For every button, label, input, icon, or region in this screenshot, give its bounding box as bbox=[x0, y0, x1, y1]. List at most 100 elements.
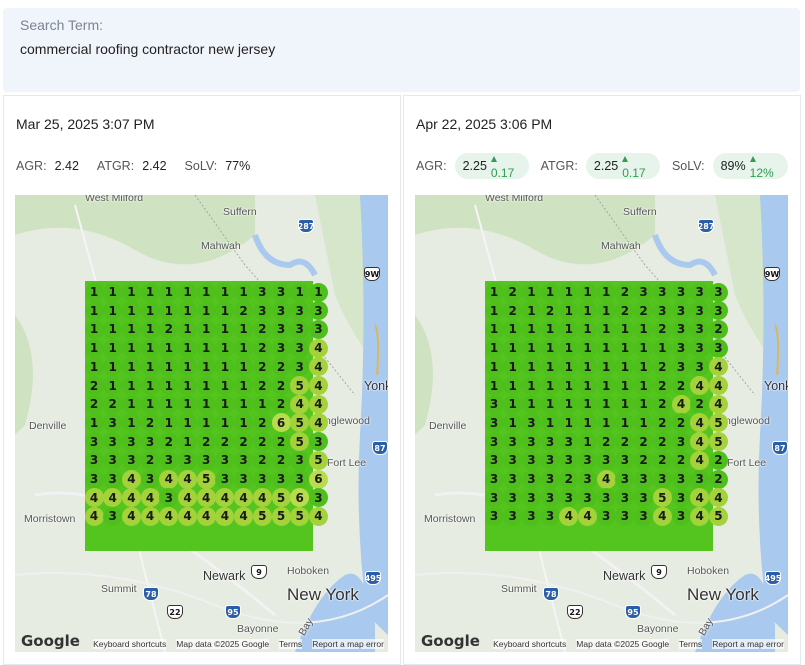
rank-cell[interactable]: 4 bbox=[178, 469, 197, 489]
rank-cell[interactable]: 2 bbox=[652, 432, 672, 452]
rank-cell[interactable]: 1 bbox=[615, 394, 635, 414]
rank-cell[interactable]: 4 bbox=[215, 506, 235, 526]
rank-cell[interactable]: 3 bbox=[578, 469, 597, 489]
rank-cell[interactable]: 3 bbox=[559, 450, 579, 470]
rank-cell[interactable]: 1 bbox=[159, 376, 179, 395]
rank-cell[interactable]: 3 bbox=[708, 282, 728, 302]
rank-cell[interactable]: 1 bbox=[503, 319, 523, 339]
rank-cell[interactable]: 3 bbox=[271, 319, 291, 339]
rank-cell[interactable]: 2 bbox=[84, 394, 104, 414]
rank-cell[interactable]: 3 bbox=[634, 488, 654, 508]
rank-cell[interactable]: 1 bbox=[559, 338, 579, 358]
rank-cell[interactable]: 2 bbox=[271, 450, 291, 470]
rank-cell[interactable]: 1 bbox=[540, 376, 560, 395]
rank-cell[interactable]: 1 bbox=[484, 376, 504, 395]
rank-cell[interactable]: 4 bbox=[559, 506, 579, 526]
rank-cell[interactable]: 3 bbox=[540, 488, 560, 508]
rank-cell[interactable]: 2 bbox=[652, 450, 672, 470]
rank-cell[interactable]: 1 bbox=[596, 282, 616, 302]
rank-cell[interactable]: 2 bbox=[196, 432, 216, 452]
rank-cell[interactable]: 2 bbox=[634, 301, 654, 321]
rank-cell[interactable]: 4 bbox=[708, 376, 728, 395]
rank-cell[interactable]: 1 bbox=[634, 357, 654, 377]
rank-cell[interactable]: 1 bbox=[178, 394, 197, 414]
rank-cell[interactable]: 1 bbox=[196, 376, 216, 395]
rank-cell[interactable]: 4 bbox=[308, 338, 328, 358]
rank-cell[interactable]: 3 bbox=[121, 450, 141, 470]
rank-cell[interactable]: 3 bbox=[84, 450, 104, 470]
rank-cell[interactable]: 3 bbox=[290, 319, 310, 339]
rank-cell[interactable]: 3 bbox=[521, 413, 541, 433]
rank-cell[interactable]: 3 bbox=[484, 394, 504, 414]
rank-cell[interactable]: 1 bbox=[503, 413, 523, 433]
rank-cell[interactable]: 3 bbox=[103, 432, 123, 452]
rank-cell[interactable]: 1 bbox=[215, 413, 235, 433]
rank-cell[interactable]: 1 bbox=[178, 319, 197, 339]
rank-cell[interactable]: 3 bbox=[484, 506, 504, 526]
rank-cell[interactable]: 1 bbox=[234, 357, 254, 377]
rank-cell[interactable]: 4 bbox=[708, 394, 728, 414]
rank-cell[interactable]: 1 bbox=[559, 301, 579, 321]
rank-cell[interactable]: 4 bbox=[103, 488, 123, 508]
rank-cell[interactable]: 1 bbox=[140, 376, 160, 395]
rank-cell[interactable]: 1 bbox=[578, 413, 597, 433]
geo-grid-map[interactable]: West Milford Suffern Mahwah Yonk Englewo… bbox=[415, 195, 788, 652]
rank-cell[interactable]: 3 bbox=[140, 469, 160, 489]
rank-cell[interactable]: 1 bbox=[84, 282, 104, 302]
rank-cell[interactable]: 2 bbox=[252, 319, 272, 339]
rank-cell[interactable]: 3 bbox=[671, 282, 691, 302]
rank-cell[interactable]: 4 bbox=[308, 376, 328, 395]
rank-cell[interactable]: 1 bbox=[615, 338, 635, 358]
rank-cell[interactable]: 2 bbox=[234, 301, 254, 321]
rank-cell[interactable]: 2 bbox=[140, 450, 160, 470]
rank-cell[interactable]: 3 bbox=[84, 432, 104, 452]
rank-cell[interactable]: 4 bbox=[308, 357, 328, 377]
rank-cell[interactable]: 2 bbox=[103, 394, 123, 414]
rank-cell[interactable]: 1 bbox=[159, 338, 179, 358]
rank-cell[interactable]: 4 bbox=[196, 488, 216, 508]
rank-cell[interactable]: 1 bbox=[484, 282, 504, 302]
rank-cell[interactable]: 3 bbox=[708, 338, 728, 358]
rank-cell[interactable]: 5 bbox=[271, 506, 291, 526]
rank-cell[interactable]: 2 bbox=[671, 376, 691, 395]
rank-cell[interactable]: 3 bbox=[290, 357, 310, 377]
rank-cell[interactable]: 3 bbox=[290, 338, 310, 358]
rank-cell[interactable]: 1 bbox=[121, 319, 141, 339]
rank-cell[interactable]: 2 bbox=[652, 394, 672, 414]
rank-cell[interactable]: 2 bbox=[140, 413, 160, 433]
rank-cell[interactable]: 3 bbox=[271, 301, 291, 321]
rank-cell[interactable]: 4 bbox=[690, 450, 710, 470]
rank-cell[interactable]: 1 bbox=[140, 394, 160, 414]
rank-cell[interactable]: 3 bbox=[484, 488, 504, 508]
rank-cell[interactable]: 4 bbox=[234, 488, 254, 508]
rank-cell[interactable]: 1 bbox=[121, 301, 141, 321]
rank-cell[interactable]: 3 bbox=[234, 450, 254, 470]
rank-cell[interactable]: 4 bbox=[652, 506, 672, 526]
rank-cell[interactable]: 2 bbox=[652, 413, 672, 433]
rank-cell[interactable]: 3 bbox=[271, 469, 291, 489]
rank-cell[interactable]: 2 bbox=[84, 376, 104, 395]
rank-cell[interactable]: 1 bbox=[521, 282, 541, 302]
rank-cell[interactable]: 3 bbox=[690, 319, 710, 339]
rank-cell[interactable]: 3 bbox=[634, 469, 654, 489]
rank-cell[interactable]: 5 bbox=[290, 376, 310, 395]
rank-cell[interactable]: 5 bbox=[308, 450, 328, 470]
rank-cell[interactable]: 1 bbox=[596, 338, 616, 358]
rank-cell[interactable]: 4 bbox=[690, 432, 710, 452]
rank-cell[interactable]: 2 bbox=[708, 469, 728, 489]
rank-cell[interactable]: 3 bbox=[215, 469, 235, 489]
rank-cell[interactable]: 3 bbox=[521, 469, 541, 489]
rank-cell[interactable]: 3 bbox=[196, 450, 216, 470]
rank-cell[interactable]: 1 bbox=[103, 376, 123, 395]
rank-cell[interactable]: 3 bbox=[84, 469, 104, 489]
rank-cell[interactable]: 3 bbox=[308, 319, 328, 339]
rank-cell[interactable]: 1 bbox=[596, 394, 616, 414]
rank-cell[interactable]: 3 bbox=[596, 450, 616, 470]
rank-cell[interactable]: 1 bbox=[121, 282, 141, 302]
rank-cell[interactable]: 3 bbox=[690, 301, 710, 321]
rank-cell[interactable]: 1 bbox=[634, 413, 654, 433]
rank-cell[interactable]: 2 bbox=[271, 432, 291, 452]
rank-cell[interactable]: 1 bbox=[540, 338, 560, 358]
report-map-error-link[interactable]: Report a map error bbox=[712, 638, 784, 649]
rank-cell[interactable]: 3 bbox=[121, 432, 141, 452]
